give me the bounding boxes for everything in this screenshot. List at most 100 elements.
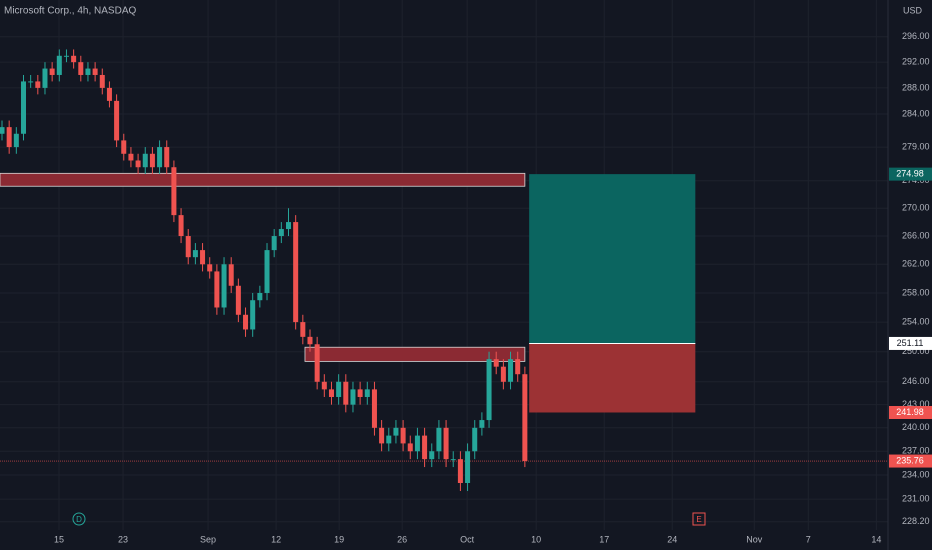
candle-body	[407, 443, 413, 452]
candle-body	[214, 271, 220, 308]
candle-body	[164, 147, 170, 168]
x-tick-label: Nov	[746, 534, 763, 544]
candle-body	[63, 55, 69, 57]
candle-body	[71, 55, 77, 63]
x-tick-label: Oct	[460, 534, 475, 544]
candle-body	[207, 264, 213, 272]
candle-body	[400, 427, 406, 444]
candle-body	[293, 222, 299, 323]
candle-body	[221, 264, 227, 308]
candle-body	[114, 100, 120, 141]
candle-body	[443, 427, 449, 460]
candle-body	[465, 451, 471, 484]
axes: 296.00292.00288.00284.00279.00274.00270.…	[54, 31, 932, 544]
price-tag-label: 274.98	[896, 169, 924, 179]
target-zone	[529, 174, 696, 344]
x-tick-label: 12	[271, 534, 281, 544]
candle-body	[336, 381, 342, 397]
dividend-label[interactable]: D	[76, 515, 82, 524]
candle-body	[42, 68, 48, 88]
candle-body	[13, 133, 19, 148]
candle-body	[314, 344, 320, 382]
y-tick-label: 262.00	[902, 259, 930, 269]
candle-body	[200, 250, 206, 265]
x-tick-label: 23	[118, 534, 128, 544]
zone	[304, 346, 526, 362]
x-tick-label: 14	[871, 534, 881, 544]
candle-body	[500, 366, 506, 382]
y-tick-label: 270.00	[902, 203, 930, 213]
candle-body	[393, 427, 399, 436]
chart-title: Microsoft Corp., 4h, NASDAQ	[4, 6, 136, 17]
stop-zone	[529, 343, 696, 413]
price-tag	[889, 405, 932, 419]
y-tick-label: 258.00	[902, 287, 930, 297]
candle-body	[472, 427, 478, 452]
y-tick-label: 234.00	[902, 469, 930, 479]
candle-body	[257, 292, 263, 301]
candle-body	[307, 336, 313, 345]
candle-body	[350, 389, 356, 405]
candle-body	[357, 389, 363, 397]
zone	[0, 172, 526, 187]
candle-body	[250, 300, 256, 330]
candle-body	[56, 55, 62, 75]
candle-body	[343, 381, 349, 405]
price-tag	[889, 336, 932, 350]
candle-body	[285, 222, 292, 230]
candle-body	[149, 153, 155, 168]
x-tick-label: 19	[334, 534, 344, 544]
candle-body	[328, 389, 334, 397]
candle-body	[142, 153, 148, 168]
y-tick-label: 246.00	[902, 376, 930, 386]
candle-body	[508, 359, 514, 382]
x-tick-label: 17	[599, 534, 609, 544]
candle-body	[228, 264, 234, 286]
candle-body	[522, 374, 528, 462]
y-tick-label: 254.00	[902, 316, 930, 326]
candle-body	[49, 68, 55, 75]
candle-body	[178, 215, 184, 237]
candle-body	[450, 459, 456, 461]
candle-body	[20, 81, 26, 134]
candle-body	[157, 147, 163, 168]
candle-body	[28, 81, 34, 83]
price-tag-label: 251.11	[897, 338, 924, 348]
price-tag	[889, 454, 932, 468]
candle-body	[493, 359, 499, 367]
price-tag	[889, 167, 932, 181]
y-tick-label: 231.00	[902, 493, 930, 503]
candle-body	[0, 127, 5, 134]
plot-area	[0, 49, 888, 492]
dividend-marker[interactable]	[72, 512, 86, 526]
x-tick-label: 24	[667, 534, 677, 544]
y-tick-label: 284.00	[902, 108, 930, 118]
candle-body	[106, 87, 112, 101]
x-tick-label: 7	[806, 534, 811, 544]
candle-body	[457, 459, 463, 484]
candle-body	[429, 451, 435, 460]
candle-body	[92, 68, 98, 75]
candle-body	[364, 389, 370, 397]
candle-body	[321, 381, 327, 390]
candle-body	[121, 140, 127, 154]
y-tick-label: 250.00	[902, 346, 930, 356]
earnings-label[interactable]: E	[696, 515, 701, 524]
candle-body	[135, 160, 141, 168]
price-tag-label: 241.98	[896, 407, 924, 417]
y-tick-label: 240.00	[902, 422, 930, 432]
y-tick-label: 237.00	[902, 446, 930, 456]
y-tick-label: 228.20	[902, 516, 930, 526]
y-tick-label: 288.00	[902, 82, 930, 92]
y-tick-label: 266.00	[902, 230, 930, 240]
candle-body	[264, 250, 270, 293]
candle-body	[185, 236, 191, 258]
earnings-marker[interactable]	[692, 512, 706, 526]
candle-body	[300, 322, 306, 337]
candle-body	[78, 62, 84, 75]
candle-body	[192, 250, 198, 258]
candle-body	[278, 229, 284, 237]
candle-body	[235, 285, 241, 315]
candle-body	[171, 167, 177, 216]
